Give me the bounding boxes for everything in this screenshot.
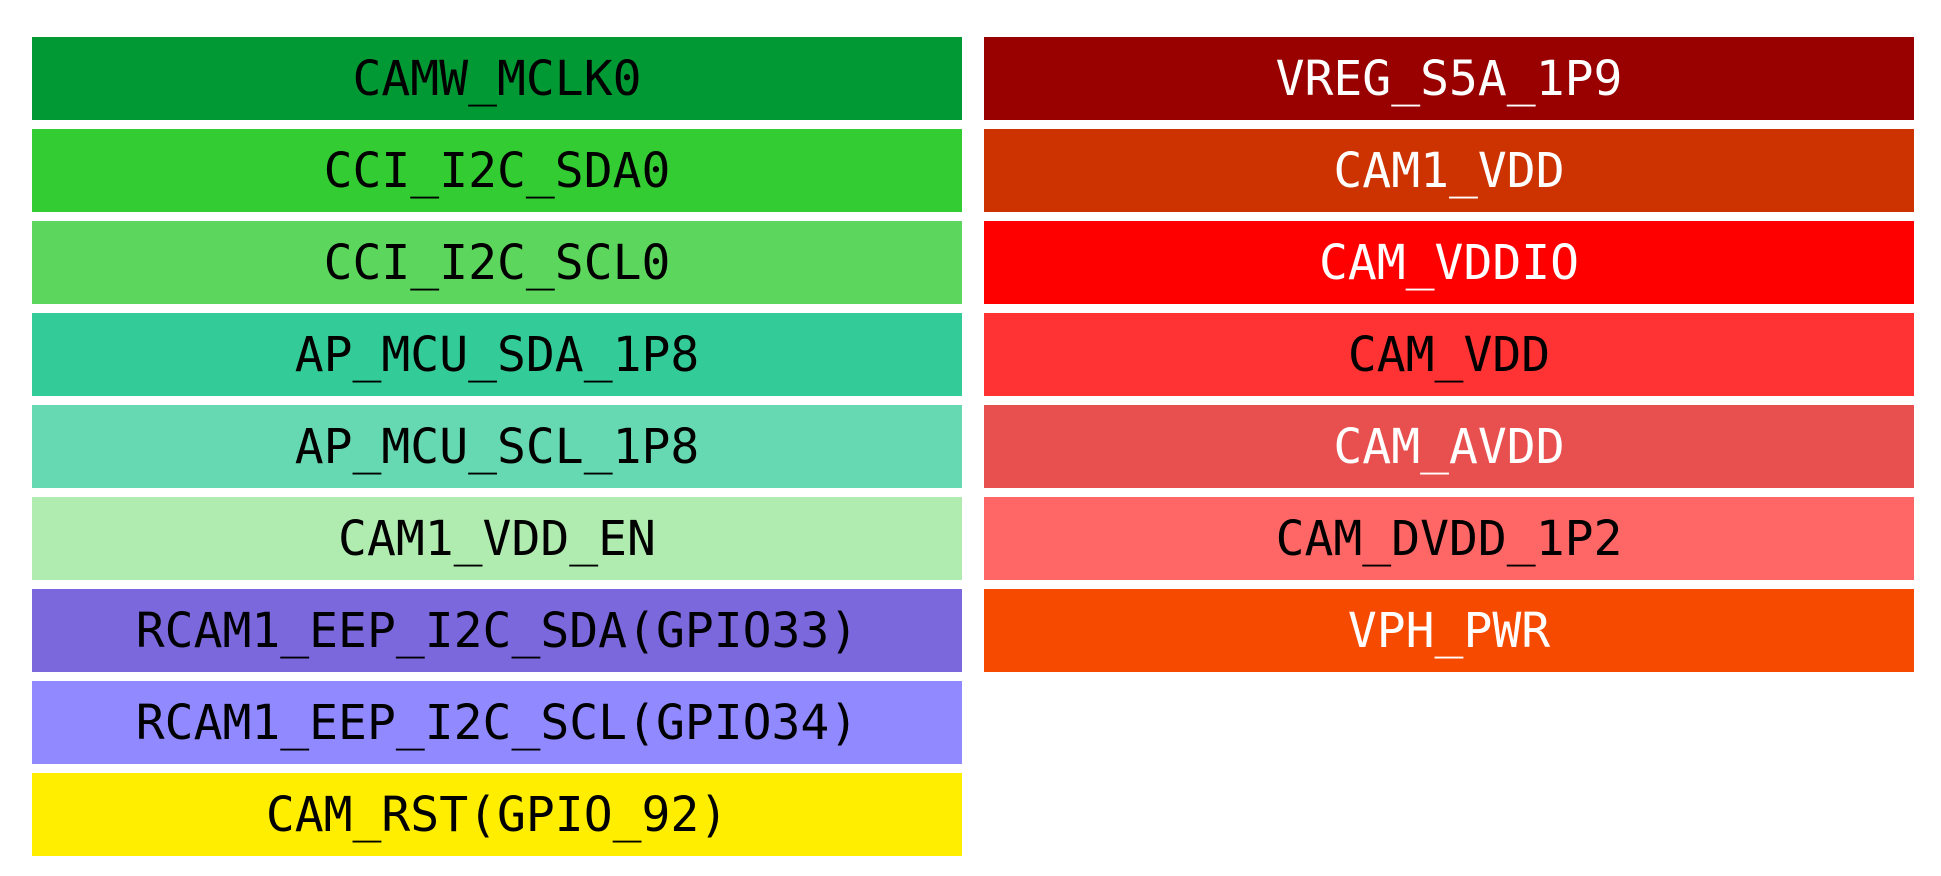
signal-cell: CAM_DVDD_1P2: [984, 497, 1914, 580]
signal-cell: VPH_PWR: [984, 589, 1914, 672]
signal-cell: CAM_RST(GPIO_92): [32, 773, 962, 856]
signal-cell: RCAM1_EEP_I2C_SCL(GPIO34): [32, 681, 962, 764]
signal-cell: CAM_AVDD: [984, 405, 1914, 488]
signal-cell: CAM1_VDD_EN: [32, 497, 962, 580]
right-column: VREG_S5A_1P9 CAM1_VDD CAM_VDDIO CAM_VDD CAM_…: [984, 37, 1914, 681]
signal-cell: AP_MCU_SCL_1P8: [32, 405, 962, 488]
signal-cell: AP_MCU_SDA_1P8: [32, 313, 962, 396]
signal-cell: CAMW_MCLK0: [32, 37, 962, 120]
signal-cell: CCI_I2C_SDA0: [32, 129, 962, 212]
signal-cell: CAM_VDD: [984, 313, 1914, 396]
signal-cell: RCAM1_EEP_I2C_SDA(GPIO33): [32, 589, 962, 672]
left-column: CAMW_MCLK0 CCI_I2C_SDA0 CCI_I2C_SCL0 AP_MCU…: [32, 37, 962, 865]
signal-cell: CAM_VDDIO: [984, 221, 1914, 304]
signal-cell: VREG_S5A_1P9: [984, 37, 1914, 120]
signal-cell: CAM1_VDD: [984, 129, 1914, 212]
signal-cell: CCI_I2C_SCL0: [32, 221, 962, 304]
